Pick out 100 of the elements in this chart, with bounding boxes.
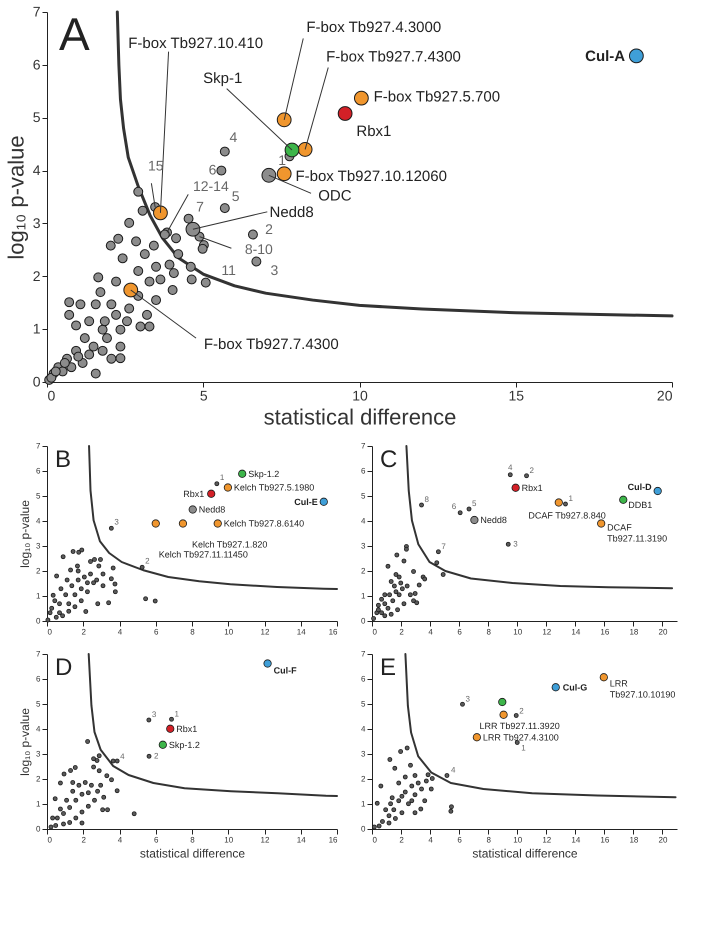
point xyxy=(402,601,406,606)
chart-title: E xyxy=(380,654,396,681)
point xyxy=(386,820,392,826)
x-tick-label: 2 xyxy=(399,836,404,844)
point xyxy=(108,576,114,582)
x-tick-label: 14 xyxy=(296,836,306,844)
x-axis-title: statistical difference xyxy=(140,846,246,860)
point xyxy=(83,609,88,614)
point xyxy=(85,589,90,594)
annotation: 1 xyxy=(568,494,574,503)
y-tick-label: 6 xyxy=(361,674,366,684)
point xyxy=(70,780,76,785)
point xyxy=(391,807,396,812)
point xyxy=(94,758,100,763)
point xyxy=(112,582,118,586)
point xyxy=(387,757,392,762)
annotation: 3 xyxy=(465,694,470,704)
point xyxy=(276,112,292,128)
y-tick-label: 6 xyxy=(36,674,42,684)
annotation: 3 xyxy=(513,539,518,548)
point xyxy=(402,774,408,780)
annotation: 1 xyxy=(220,472,225,482)
point xyxy=(404,746,410,750)
annotation: 8 xyxy=(424,495,430,504)
point xyxy=(146,754,152,759)
point xyxy=(388,801,393,806)
point xyxy=(261,168,276,183)
annotation: Cul-G xyxy=(562,682,588,692)
point xyxy=(98,782,104,788)
point xyxy=(70,788,76,794)
annotation: Kelch Tb927.8.6140 xyxy=(224,518,304,528)
x-tick-label: 18 xyxy=(629,628,639,636)
point xyxy=(95,601,100,606)
point xyxy=(94,578,100,582)
annotation: F-box Tb927.7.4300 xyxy=(326,48,461,66)
y-tick-label: 7 xyxy=(361,442,366,450)
x-tick-label: 2 xyxy=(82,836,87,844)
y-tick-label: 1 xyxy=(36,800,42,808)
point xyxy=(396,780,402,786)
annotation: 2 xyxy=(265,220,274,237)
point xyxy=(80,792,84,797)
point xyxy=(404,584,410,588)
annotation: Cul-D xyxy=(628,482,652,492)
y-axis-title: log₁₀ p-value xyxy=(18,708,32,776)
point xyxy=(152,598,158,604)
point xyxy=(512,484,520,492)
point xyxy=(284,142,300,158)
y-tick-label: 7 xyxy=(32,4,41,20)
point xyxy=(82,780,88,785)
y-tick-label: 2 xyxy=(36,774,42,784)
point xyxy=(54,614,59,620)
point xyxy=(448,808,454,814)
point xyxy=(72,765,78,770)
point xyxy=(394,589,398,594)
point xyxy=(91,580,96,586)
y-tick-label: 0 xyxy=(32,374,41,390)
point xyxy=(400,586,405,592)
x-tick-label: 6 xyxy=(457,628,462,636)
point xyxy=(412,792,418,798)
chart-title: B xyxy=(55,446,72,473)
x-tick-label: 16 xyxy=(328,628,338,636)
point xyxy=(379,596,384,602)
point xyxy=(396,592,402,598)
x-tick-label: 12 xyxy=(260,836,270,844)
point xyxy=(158,740,167,749)
point xyxy=(418,806,424,812)
point xyxy=(76,782,82,788)
point xyxy=(66,608,72,614)
point xyxy=(419,786,424,792)
point xyxy=(91,764,96,770)
y-tick-label: 2 xyxy=(361,774,366,784)
point xyxy=(58,806,63,812)
line-series xyxy=(405,445,674,590)
x-tick-label: 14 xyxy=(296,628,306,636)
x-tick-label: 2 xyxy=(399,628,404,636)
point xyxy=(105,807,110,812)
x-tick-label: 0 xyxy=(48,388,56,404)
point xyxy=(379,610,384,616)
annotation: DCAF Tb927.8.840 xyxy=(528,510,606,520)
point xyxy=(380,819,385,824)
y-tick-label: 2 xyxy=(361,566,366,576)
point xyxy=(409,798,414,804)
x-tick-label: 14 xyxy=(571,628,581,636)
point xyxy=(449,804,454,810)
point xyxy=(436,549,441,554)
point xyxy=(408,762,413,768)
point xyxy=(298,142,313,157)
y-tick-label: 4 xyxy=(36,724,42,734)
point xyxy=(458,510,463,516)
point xyxy=(54,574,60,578)
point xyxy=(414,600,420,606)
annotation: 8-10 xyxy=(244,240,274,257)
x-tick-label: 0 xyxy=(372,628,378,636)
y-tick-label: 4 xyxy=(361,724,366,734)
y-tick-label: 3 xyxy=(32,214,41,231)
point xyxy=(58,780,63,786)
point xyxy=(62,772,66,776)
point xyxy=(166,724,174,733)
point xyxy=(498,698,506,706)
point xyxy=(376,824,382,828)
